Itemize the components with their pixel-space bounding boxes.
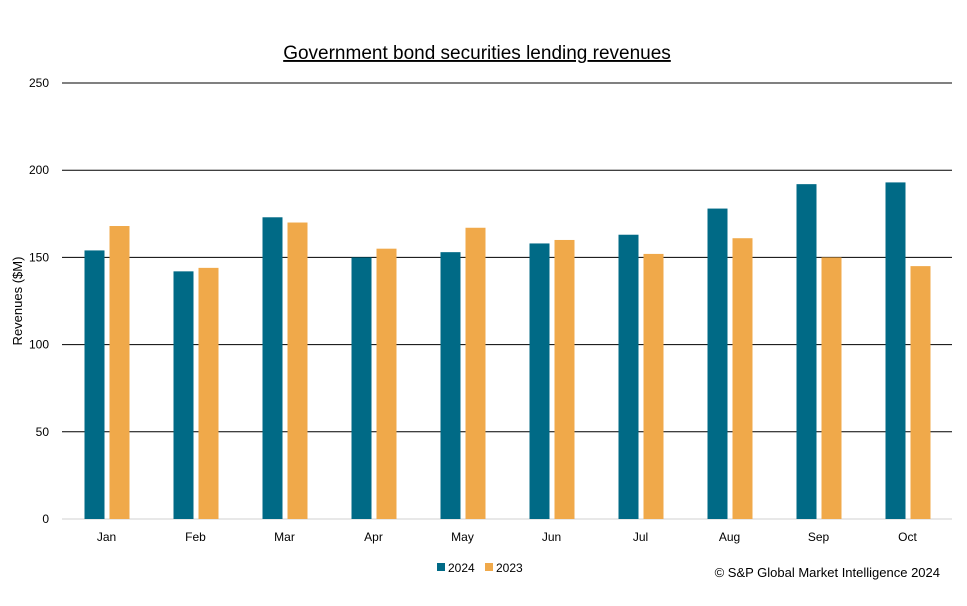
bar-2024-Jun [529,243,550,519]
y-tick-label: 250 [29,76,49,90]
bar-2023-Sep [821,257,842,519]
x-tick-label: Jan [97,530,116,544]
x-tick-label: Jun [542,530,561,544]
x-tick-label: Feb [185,530,206,544]
y-tick-label: 200 [29,163,49,177]
bar-2023-Aug [732,238,753,519]
bar-2024-Jul [618,234,639,519]
legend-swatch-2023 [485,563,493,571]
x-tick-label: Jul [633,530,648,544]
y-tick-label: 100 [29,338,49,352]
x-tick-label: Aug [719,530,740,544]
bar-2023-Jul [643,253,664,520]
chart-title: Government bond securities lending reven… [283,43,671,64]
bar-2024-Apr [351,257,372,519]
x-tick-label: May [451,530,474,544]
y-tick-label: 150 [29,250,49,264]
bar-2024-Sep [796,184,817,520]
bar-2023-Feb [198,267,219,519]
y-tick-label: 0 [42,512,49,526]
x-tick-label: Sep [808,530,830,544]
x-tick-label: Apr [364,530,383,544]
bar-2023-Jun [554,239,575,519]
legend-label-2024: 2024 [448,561,475,575]
legend-swatch-2024 [437,563,445,571]
y-axis-label: Revenues ($M) [10,257,25,346]
bar-2024-May [440,252,461,519]
legend-label-2023: 2023 [496,561,523,575]
bar-2024-Mar [262,217,283,519]
x-tick-label: Oct [898,530,917,544]
bar-2024-Aug [707,208,728,519]
y-tick-label: 50 [36,425,50,439]
bar-2024-Feb [173,271,194,519]
bar-2024-Oct [885,182,906,519]
bar-2023-Oct [910,266,931,519]
x-tick-label: Mar [274,530,295,544]
bar-2023-Apr [376,248,397,519]
bar-2023-Jan [109,226,130,519]
bar-2024-Jan [84,250,105,519]
legend: 2024 2023 [437,561,523,575]
source-note: © S&P Global Market Intelligence 2024 [715,565,940,580]
bar-2023-Mar [287,222,308,519]
bar-2023-May [465,227,486,519]
